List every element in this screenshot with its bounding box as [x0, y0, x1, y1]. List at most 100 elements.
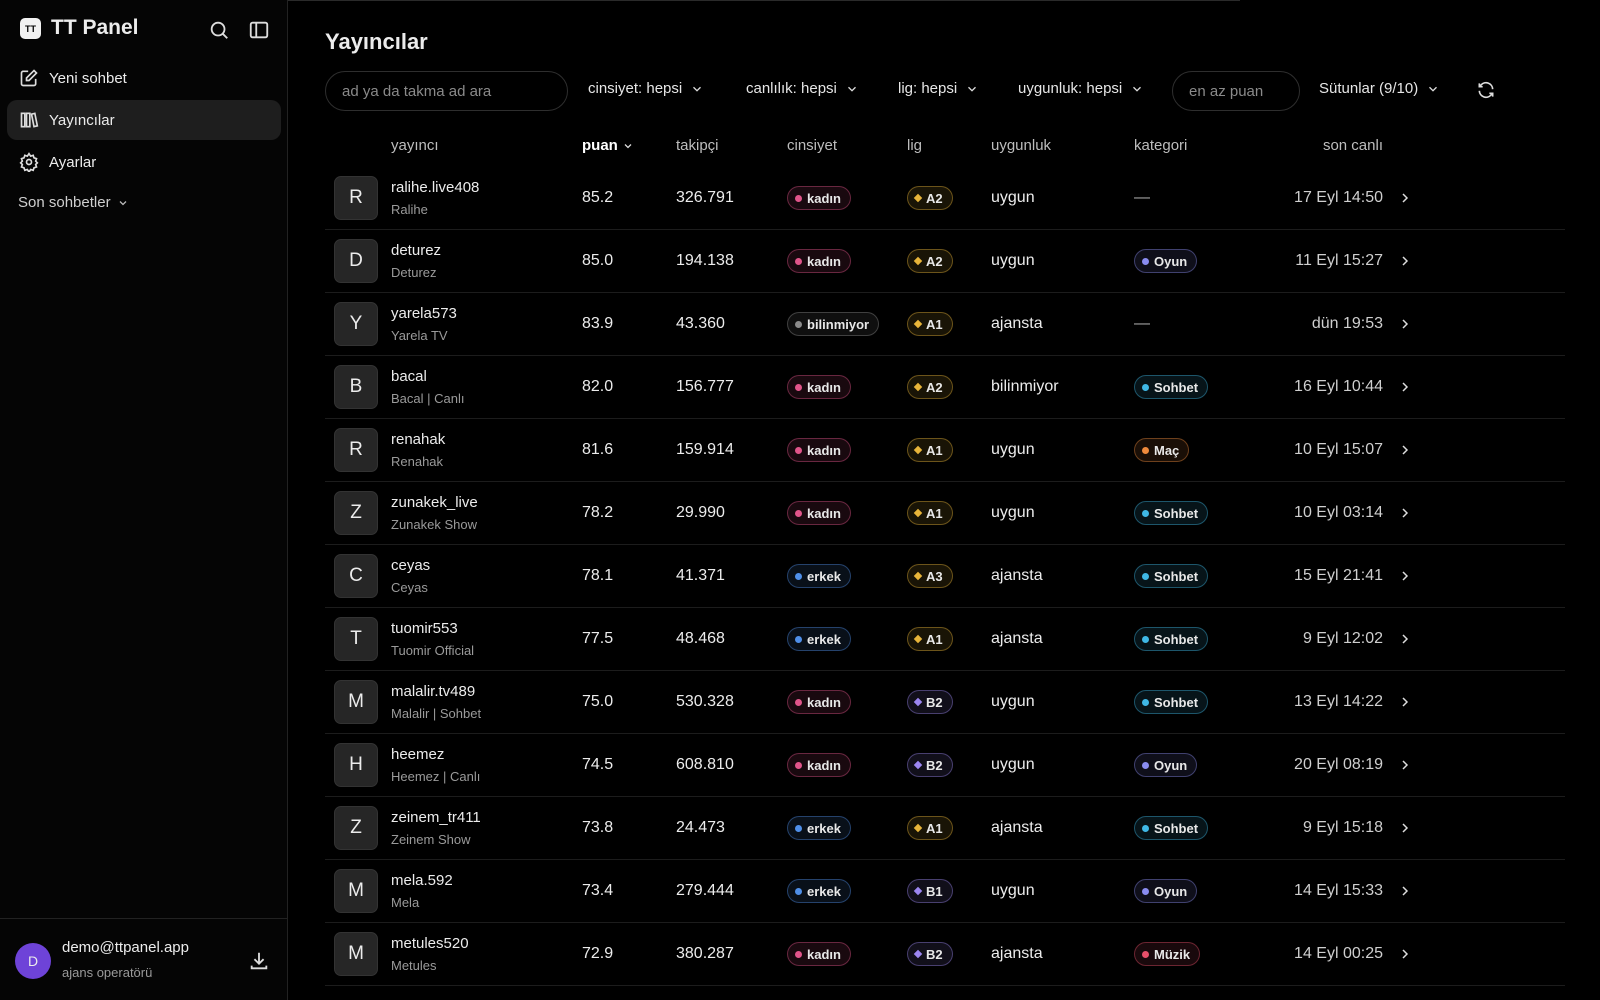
badge-label: erkek [807, 568, 841, 584]
row-chevron[interactable] [1397, 442, 1413, 458]
display-name: Ceyas [391, 580, 428, 595]
avatar: C [334, 554, 378, 598]
badge: A1 [907, 438, 953, 462]
badge-dot [795, 572, 802, 580]
nav-item[interactable]: Yeni sohbet [7, 58, 281, 98]
row-chevron[interactable] [1397, 946, 1413, 962]
badge-dot [913, 571, 923, 581]
filter-dropdown[interactable]: cinsiyet: hepsi [588, 80, 704, 97]
gender-cell: bilinmiyor [787, 293, 880, 355]
category-cell: — [1134, 293, 1150, 355]
badge-label: Maç [1154, 442, 1180, 458]
column-header: son canlı [1322, 137, 1383, 154]
category-cell: Maç [1134, 419, 1190, 481]
badge-label: erkek [807, 820, 841, 836]
recent-label: Son sohbetler [18, 194, 111, 211]
refresh-icon[interactable] [1476, 80, 1496, 100]
min-score-input[interactable]: en az puan [1172, 71, 1300, 111]
badge-dot [1142, 383, 1149, 391]
filter-dropdown[interactable]: uygunluk: hepsi [1018, 80, 1144, 97]
category-cell: Sohbet [1134, 356, 1209, 418]
row-chevron[interactable] [1397, 631, 1413, 647]
row-chevron[interactable] [1397, 820, 1413, 836]
badge: kadın [787, 942, 851, 966]
column-header: kategori [1134, 137, 1188, 154]
league-cell: A1 [907, 608, 953, 670]
badge-label: A1 [926, 631, 943, 647]
score: 77.5 [582, 630, 614, 647]
badge-label: A1 [926, 820, 943, 836]
badge: kadın [787, 753, 851, 777]
gender-cell: kadın [787, 419, 851, 481]
search-icon[interactable] [208, 19, 230, 41]
avatar: H [334, 743, 378, 787]
badge: Sohbet [1134, 501, 1209, 525]
badge-label: erkek [807, 631, 841, 647]
column-header-sorted[interactable]: puan [582, 137, 634, 154]
column-header: lig [907, 137, 923, 154]
row-chevron[interactable] [1397, 190, 1413, 206]
category-cell: Sohbet [1134, 671, 1209, 733]
gender-cell: erkek [787, 797, 851, 859]
nav-label: Ayarlar [49, 153, 97, 171]
row-chevron[interactable] [1397, 379, 1413, 395]
nav-item[interactable]: Ayarlar [7, 142, 281, 182]
badge-label: A3 [926, 568, 943, 584]
recent-toggle[interactable]: Son sohbetler [18, 194, 129, 211]
badge-label: Sohbet [1154, 631, 1199, 647]
badge: Sohbet [1134, 627, 1209, 651]
score: 75.0 [582, 693, 614, 710]
league-cell: B2 [907, 923, 953, 985]
category-cell: Oyun [1134, 230, 1198, 292]
badge-label: kadın [807, 379, 841, 395]
download-icon[interactable] [248, 950, 270, 972]
filter-label: uygunluk: hepsi [1018, 80, 1123, 97]
columns-dropdown[interactable]: Sütunlar (9/10) [1319, 80, 1440, 97]
badge-dot [1142, 887, 1149, 895]
search-input[interactable]: ad ya da takma ad ara [325, 71, 568, 111]
row-chevron[interactable] [1397, 694, 1413, 710]
badge-label: kadın [807, 694, 841, 710]
row-chevron[interactable] [1397, 757, 1413, 773]
chevron [968, 86, 977, 92]
sidebar-toggle[interactable] [248, 19, 270, 41]
badge: B1 [907, 879, 953, 903]
filter-dropdown[interactable]: canlılık: hepsi [746, 80, 859, 97]
badge-label: Müzik [1154, 946, 1191, 962]
eligibility: uygun [991, 252, 1035, 269]
filter-dropdown[interactable]: lig: hepsi [898, 80, 979, 97]
league-cell: B1 [907, 860, 953, 922]
last-live: 16 Eyl 10:44 [1294, 378, 1383, 395]
badge-label: Sohbet [1154, 820, 1199, 836]
row-chevron[interactable] [1397, 253, 1413, 269]
badge: A1 [907, 816, 953, 840]
badge: Sohbet [1134, 564, 1209, 588]
badge: kadın [787, 375, 851, 399]
column-header: yayıncı [391, 137, 439, 154]
row-chevron[interactable] [1397, 316, 1413, 332]
avatar: M [334, 680, 378, 724]
followers: 159.914 [676, 441, 734, 458]
row-chevron[interactable] [1397, 568, 1413, 584]
user-email: demo@ttpanel.app [62, 939, 189, 956]
row-chevron[interactable] [1397, 883, 1413, 899]
nav-item[interactable]: Yayıncılar [7, 100, 281, 140]
gender-cell: kadın [787, 167, 851, 229]
badge-dot [913, 382, 923, 392]
badge: A2 [907, 249, 953, 273]
badge: kadın [787, 690, 851, 714]
row-chevron[interactable] [1397, 505, 1413, 521]
